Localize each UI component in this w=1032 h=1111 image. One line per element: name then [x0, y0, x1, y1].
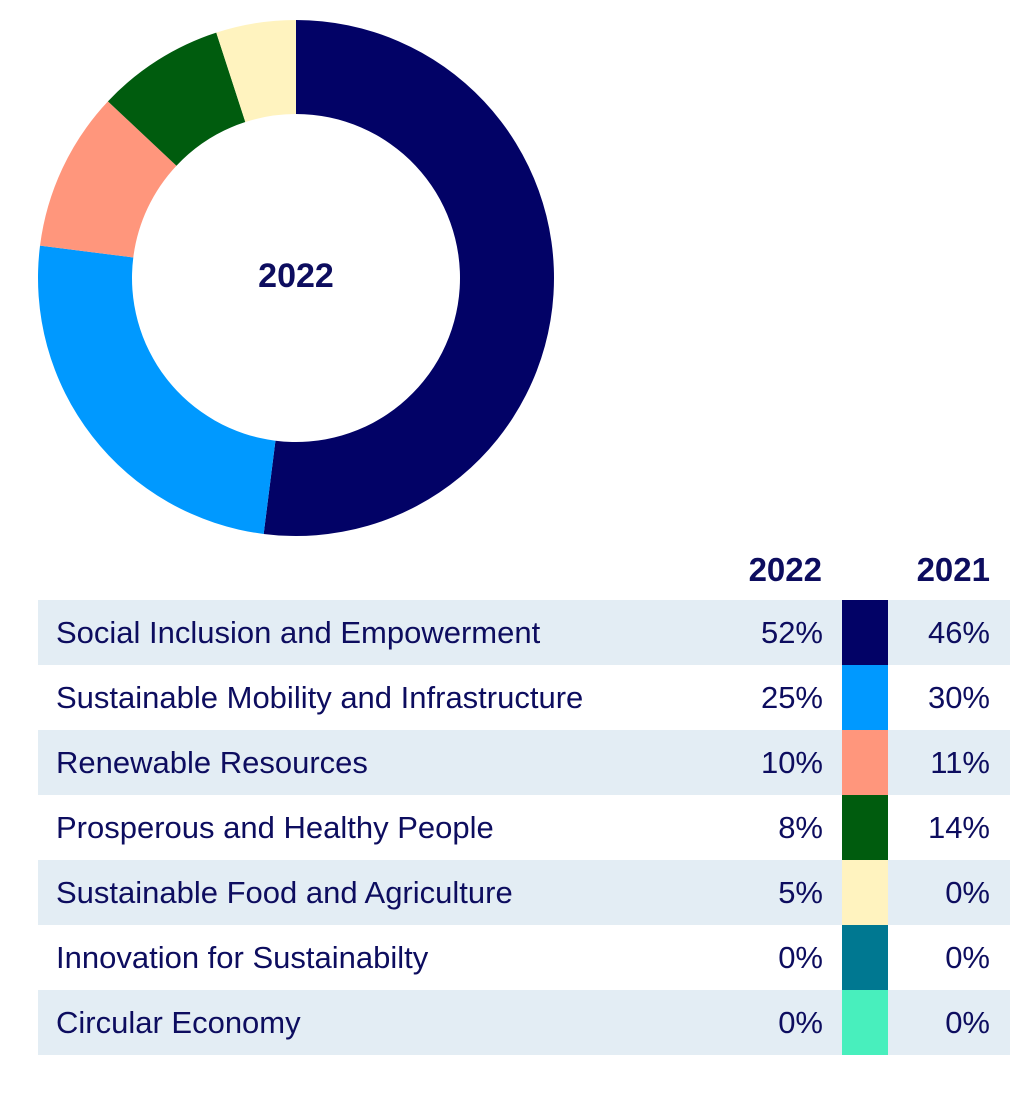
color-swatch: [842, 990, 888, 1055]
donut-chart: 2022: [36, 18, 556, 538]
color-swatch: [842, 795, 888, 860]
table-row: Social Inclusion and Empowerment 52% 46%: [38, 600, 1010, 665]
category-label: Renewable Resources: [56, 745, 368, 780]
table-row: Sustainable Mobility and Infrastructure …: [38, 665, 1010, 730]
value-2022: 8%: [778, 810, 823, 845]
value-2022: 0%: [778, 1005, 823, 1040]
value-2022: 52%: [760, 615, 823, 650]
category-label: Innovation for Sustainabilty: [56, 940, 429, 975]
value-2021: 0%: [945, 1005, 990, 1040]
table-row: Sustainable Food and Agriculture 5% 0%: [38, 860, 1010, 925]
donut-svg: 2022: [37, 20, 554, 536]
category-label: Sustainable Food and Agriculture: [56, 875, 513, 910]
color-swatch: [842, 925, 888, 990]
color-swatch: [842, 730, 888, 795]
donut-slice-social-inclusion-and-empowerment: [263, 20, 554, 536]
table-header: 2022 2021: [38, 548, 1010, 592]
donut-slices: [37, 20, 554, 536]
value-2022: 10%: [760, 745, 823, 780]
category-label: Prosperous and Healthy People: [56, 810, 494, 845]
value-2021: 30%: [927, 680, 990, 715]
value-2021: 46%: [927, 615, 990, 650]
color-swatch: [842, 600, 888, 665]
color-swatch: [842, 860, 888, 925]
donut-slice-sustainable-food-and-agriculture: [216, 20, 296, 123]
value-2022: 0%: [778, 940, 823, 975]
color-swatch: [842, 665, 888, 730]
donut-slice-prosperous-and-healthy-people: [107, 32, 246, 166]
table-row: Prosperous and Healthy People 8% 14%: [38, 795, 1010, 860]
legend-table: Social Inclusion and Empowerment 52% 46%…: [38, 600, 1010, 1055]
category-label: Sustainable Mobility and Infrastructure: [56, 680, 584, 715]
value-2021: 0%: [945, 875, 990, 910]
category-label: Social Inclusion and Empowerment: [56, 615, 541, 650]
donut-slice-renewable-resources: [40, 101, 177, 258]
table-row: Circular Economy 0% 0%: [38, 990, 1010, 1055]
column-header-2021: 2021: [916, 551, 990, 588]
value-2021: 14%: [927, 810, 990, 845]
column-header-2022: 2022: [748, 551, 822, 588]
value-2022: 5%: [778, 875, 823, 910]
value-2022: 25%: [760, 680, 823, 715]
donut-slice-sustainable-mobility-and-infrastructure: [37, 245, 276, 534]
category-label: Circular Economy: [56, 1005, 301, 1040]
table-row: Renewable Resources 10% 11%: [38, 730, 1010, 795]
value-2021: 11%: [930, 745, 990, 780]
table-row: Innovation for Sustainabilty 0% 0%: [38, 925, 1010, 990]
donut-center-label: 2022: [258, 257, 334, 295]
value-2021: 0%: [945, 940, 990, 975]
